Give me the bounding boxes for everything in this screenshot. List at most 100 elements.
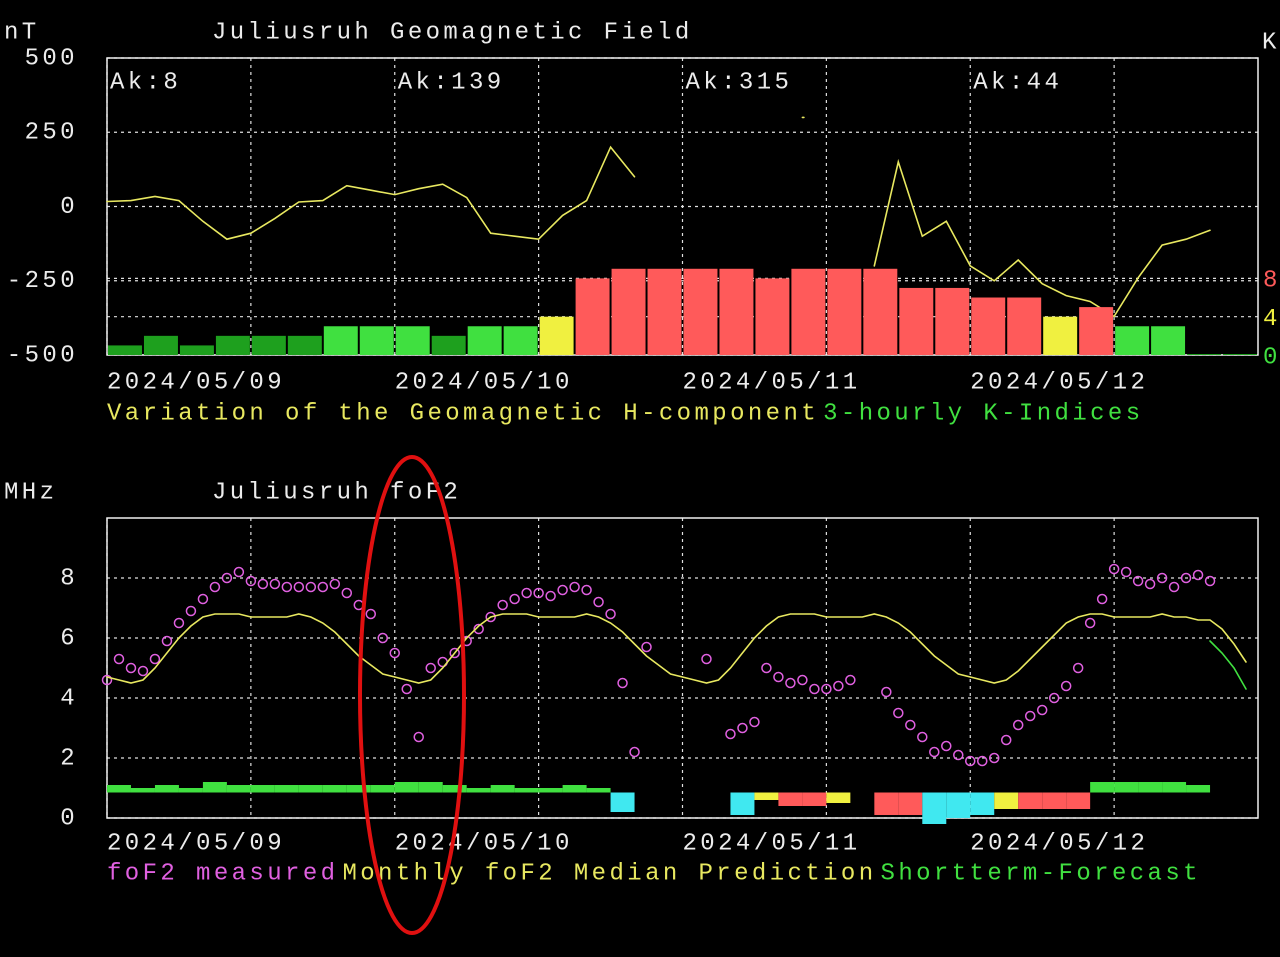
point <box>1204 575 1216 587</box>
range-bar <box>562 785 587 793</box>
point <box>497 599 508 611</box>
annotation: Ak:139 <box>398 69 505 96</box>
point <box>161 635 173 647</box>
bar <box>827 268 862 355</box>
point <box>641 641 652 653</box>
range-bar <box>1186 785 1211 793</box>
bar <box>287 335 322 355</box>
bar <box>359 326 394 355</box>
point <box>749 716 760 728</box>
range-bar <box>370 785 395 793</box>
point <box>545 590 556 602</box>
legend-entry: foF2 measured <box>107 860 338 887</box>
range-bar <box>346 785 371 793</box>
bar <box>143 335 178 355</box>
bar <box>431 335 466 355</box>
x-tick-label: 2024/05/12 <box>970 830 1148 857</box>
point <box>1168 581 1180 593</box>
bar <box>971 297 1006 355</box>
range-bar <box>178 788 203 793</box>
point <box>233 566 245 578</box>
point <box>569 581 580 593</box>
x-tick-label: 2024/05/09 <box>107 369 285 396</box>
range-bar <box>226 785 251 793</box>
line <box>106 145 636 241</box>
y-tick-label: -250 <box>7 268 78 295</box>
point <box>1084 617 1096 629</box>
range-bar <box>874 792 899 815</box>
bar <box>503 326 538 355</box>
point <box>221 572 233 584</box>
plot-frame <box>106 57 1259 356</box>
point <box>1000 734 1012 746</box>
y-tick-label: 0 <box>60 194 78 221</box>
bar <box>791 268 826 355</box>
plot-frame <box>106 517 1259 819</box>
line <box>873 158 1211 318</box>
point <box>257 578 269 590</box>
point <box>509 593 520 605</box>
range-bar <box>826 792 851 803</box>
point <box>1180 572 1192 584</box>
point <box>365 608 377 620</box>
point <box>629 746 640 758</box>
x-tick-label: 2024/05/09 <box>107 830 285 857</box>
point <box>521 587 532 599</box>
point <box>137 665 149 677</box>
point <box>593 596 604 608</box>
range-bar <box>394 782 419 793</box>
point <box>197 593 209 605</box>
range-bar <box>1138 782 1163 793</box>
bar <box>719 268 754 355</box>
point <box>1036 704 1048 716</box>
point <box>761 662 772 674</box>
range-bar <box>322 785 347 793</box>
range-bar <box>1042 792 1067 809</box>
legend-entry: Shortterm-Forecast <box>881 860 1201 887</box>
point <box>725 728 736 740</box>
y-tick-label: 6 <box>60 625 78 652</box>
point <box>737 722 748 734</box>
line <box>1209 640 1247 690</box>
point <box>1072 662 1084 674</box>
point <box>1012 719 1024 731</box>
point <box>1024 710 1036 722</box>
y-tick-label: 0 <box>60 805 78 832</box>
point <box>917 731 928 743</box>
bar <box>575 278 610 355</box>
range-bar <box>898 792 923 815</box>
point <box>809 683 820 695</box>
point <box>785 677 796 689</box>
range-bar <box>130 788 155 793</box>
point <box>377 632 389 644</box>
bar <box>899 287 934 355</box>
range-bar <box>1162 782 1187 793</box>
range-bar <box>1066 792 1091 809</box>
point <box>797 674 808 686</box>
point <box>533 587 544 599</box>
range-bar <box>466 788 491 793</box>
point <box>281 581 293 593</box>
point <box>425 662 436 674</box>
point <box>449 647 460 659</box>
y-tick-label: 250 <box>25 120 78 147</box>
range-bar <box>1090 782 1115 793</box>
point <box>413 731 424 743</box>
point <box>101 674 113 686</box>
bar <box>1151 326 1186 355</box>
point <box>929 746 940 758</box>
range-bar <box>778 792 803 806</box>
point <box>173 617 185 629</box>
bar <box>539 316 574 355</box>
range-bar <box>274 785 299 793</box>
bar <box>1043 316 1078 355</box>
point <box>1132 575 1144 587</box>
range-bar <box>994 792 1019 809</box>
point <box>401 683 412 695</box>
bar <box>863 268 898 355</box>
point <box>845 674 856 686</box>
range-bar <box>154 785 179 793</box>
y-tick-label: 500 <box>25 45 78 72</box>
